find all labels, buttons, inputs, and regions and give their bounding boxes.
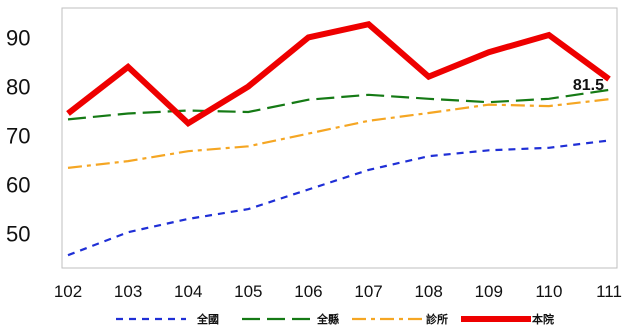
legend-label: 全縣 xyxy=(316,312,339,326)
series-line-1 xyxy=(67,139,610,257)
plot-area-frame xyxy=(61,7,618,269)
x-tick-label: 110 xyxy=(535,282,562,301)
x-tick-label: 107 xyxy=(354,282,382,301)
legend-label: 全國 xyxy=(196,312,219,326)
series-line-4 xyxy=(66,20,611,128)
series-line-3 xyxy=(67,98,610,169)
x-tick-label: 105 xyxy=(234,282,262,301)
legend: 全國 全縣 診所 本院 xyxy=(116,312,554,326)
data-labels: 81.5 xyxy=(573,77,604,94)
y-tick-label: 70 xyxy=(6,124,30,149)
data-label: 81.5 xyxy=(573,77,604,94)
x-tick-label: 102 xyxy=(54,282,82,301)
y-tick-label: 90 xyxy=(6,25,30,50)
x-tick-label: 111 xyxy=(596,282,622,301)
x-tick-label: 106 xyxy=(294,282,322,301)
series-lines xyxy=(66,20,611,257)
y-tick-label: 80 xyxy=(6,74,30,99)
x-tick-label: 104 xyxy=(174,282,202,301)
x-tick-label: 103 xyxy=(114,282,142,301)
x-tick-label: 109 xyxy=(475,282,503,301)
legend-label: 診所 xyxy=(426,312,448,326)
y-tick-label: 60 xyxy=(6,173,30,198)
series-line-2 xyxy=(67,88,610,121)
legend-label: 本院 xyxy=(532,312,554,326)
axes: 50 60 70 80 90 102 103 104 105 106 107 108 109 110 111 xyxy=(6,7,622,301)
y-tick-label: 50 xyxy=(6,222,30,247)
x-tick-label: 108 xyxy=(414,282,442,301)
